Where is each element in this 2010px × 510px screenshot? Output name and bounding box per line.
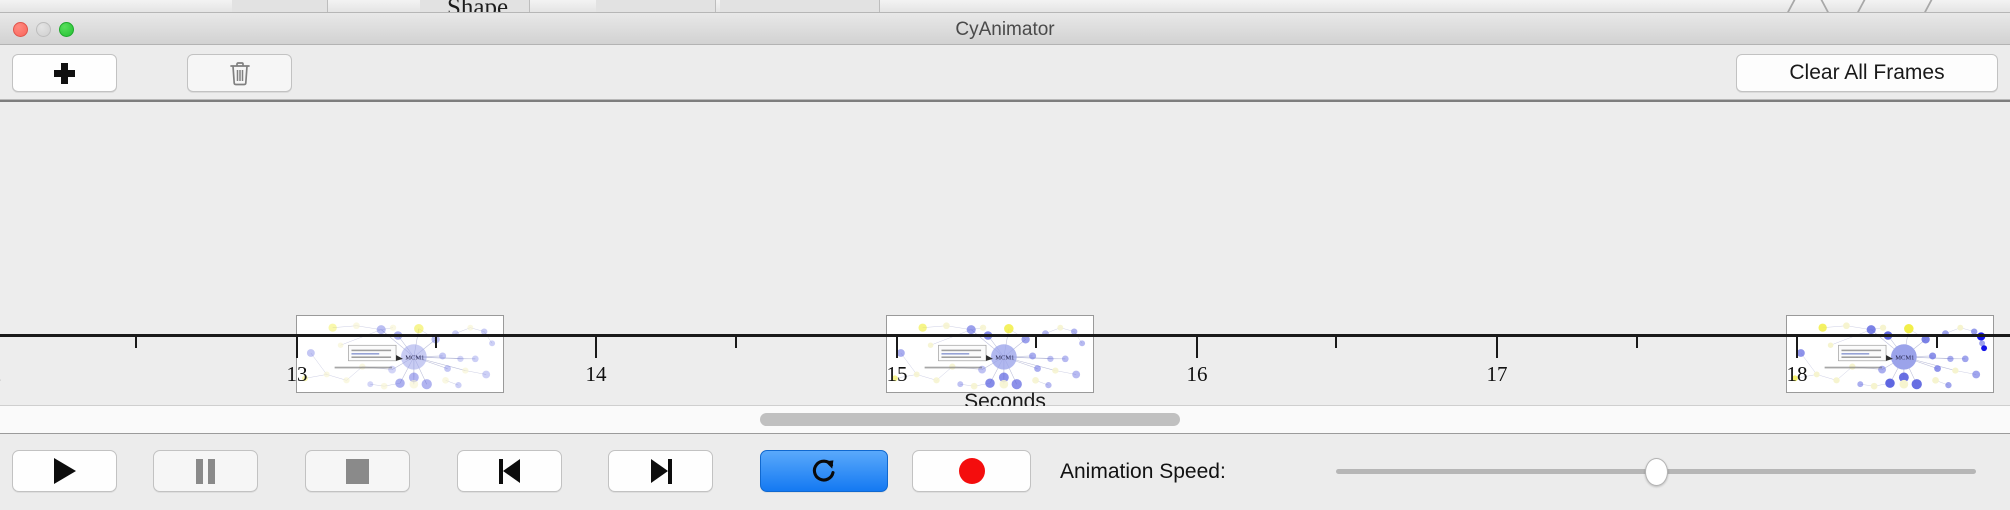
frame-shadow bbox=[1093, 320, 1094, 393]
record-button[interactable] bbox=[912, 450, 1031, 492]
play-button[interactable] bbox=[12, 450, 117, 492]
skip-to-end-button[interactable] bbox=[608, 450, 713, 492]
axis-tick bbox=[1035, 337, 1037, 348]
cyanimator-window: CyAnimator Clear All Frames MCM1 MCM1 MCM1… bbox=[0, 12, 2010, 510]
axis-tick-label: 13 bbox=[286, 362, 308, 386]
frame-shadow bbox=[1993, 320, 1994, 393]
axis-tick bbox=[1335, 337, 1337, 348]
close-traffic-light-icon[interactable] bbox=[13, 22, 28, 37]
animation-speed-label: Animation Speed: bbox=[1060, 460, 1226, 483]
background-chip bbox=[596, 0, 716, 14]
frame-toolbar: Clear All Frames bbox=[0, 45, 2010, 100]
minimize-traffic-light-icon[interactable] bbox=[36, 22, 51, 37]
skip-to-start-button[interactable] bbox=[457, 450, 562, 492]
skip-forward-icon bbox=[649, 458, 673, 484]
svg-text:MCM1: MCM1 bbox=[1895, 354, 1914, 361]
axis-tick bbox=[735, 337, 737, 348]
record-icon bbox=[958, 458, 985, 484]
network-graph: MCM1 bbox=[1791, 322, 1988, 390]
stop-icon bbox=[346, 458, 369, 484]
frame-thumbnail-1[interactable]: MCM1 bbox=[296, 315, 504, 393]
frame-thumbnail-3[interactable]: MCM1 bbox=[1786, 315, 1994, 393]
timeline-top-divider bbox=[0, 100, 2010, 102]
scrollbar-thumb[interactable] bbox=[760, 413, 1180, 426]
slider-thumb[interactable] bbox=[1645, 458, 1668, 486]
clear-all-frames-button[interactable]: Clear All Frames bbox=[1736, 54, 1998, 92]
axis-tick bbox=[1196, 337, 1198, 358]
frame-thumbnail-2[interactable]: MCM1 bbox=[886, 315, 1094, 393]
animation-speed-slider[interactable] bbox=[1336, 450, 1976, 492]
loop-button[interactable] bbox=[760, 450, 888, 492]
play-icon bbox=[53, 458, 76, 484]
svg-text:MCM1: MCM1 bbox=[995, 354, 1014, 361]
trash-icon bbox=[229, 61, 250, 85]
playback-control-bar: Animation Speed: bbox=[0, 434, 2010, 508]
background-chip bbox=[720, 0, 880, 14]
axis-tick bbox=[1796, 337, 1798, 358]
window-controls bbox=[13, 22, 74, 37]
axis-tick-label: 17 bbox=[1486, 362, 1508, 386]
axis-tick bbox=[896, 337, 898, 358]
stop-button[interactable] bbox=[305, 450, 410, 492]
background-chip bbox=[232, 0, 328, 14]
add-frame-button[interactable] bbox=[12, 54, 117, 92]
axis-tick bbox=[435, 337, 437, 348]
axis-tick-label: 2 bbox=[0, 362, 1, 387]
delete-frame-button[interactable] bbox=[187, 54, 292, 92]
axis-tick bbox=[1496, 337, 1498, 358]
plus-icon bbox=[54, 62, 75, 84]
axis-tick-label: 16 bbox=[1186, 362, 1208, 386]
pause-icon bbox=[196, 458, 215, 484]
axis-tick-label: 14 bbox=[585, 362, 607, 386]
pause-button[interactable] bbox=[153, 450, 258, 492]
axis-tick bbox=[1936, 337, 1938, 348]
timeline-horizontal-scrollbar[interactable] bbox=[0, 406, 2010, 434]
axis-tick-label: 15 bbox=[886, 362, 908, 386]
axis-tick bbox=[135, 337, 137, 348]
network-graph: MCM1 bbox=[891, 322, 1086, 390]
background-chip bbox=[420, 0, 530, 14]
network-graph: MCM1 bbox=[301, 322, 496, 390]
maximize-traffic-light-icon[interactable] bbox=[59, 22, 74, 37]
loop-icon bbox=[812, 459, 835, 482]
timeline-axis-line bbox=[0, 334, 2010, 337]
skip-back-icon bbox=[498, 458, 522, 484]
axis-tick bbox=[296, 337, 298, 358]
window-title: CyAnimator bbox=[955, 19, 1055, 40]
axis-tick-label: 18 bbox=[1786, 362, 1808, 386]
frame-shadow bbox=[503, 320, 504, 393]
axis-tick bbox=[1636, 337, 1638, 348]
svg-text:MCM1: MCM1 bbox=[405, 354, 424, 361]
axis-tick bbox=[595, 337, 597, 358]
window-titlebar: CyAnimator bbox=[0, 13, 2010, 45]
